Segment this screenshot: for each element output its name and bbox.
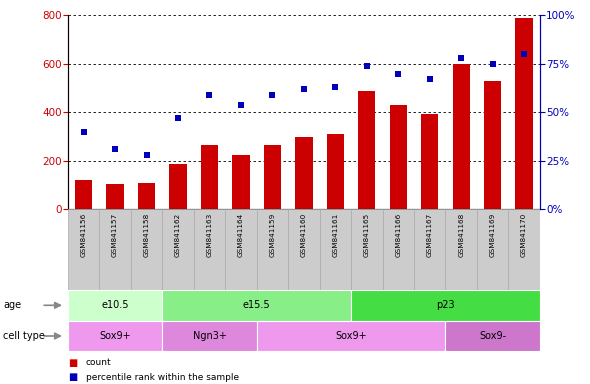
Bar: [351, 290, 540, 321]
Text: Sox9-: Sox9-: [479, 331, 506, 341]
Text: GSM841163: GSM841163: [206, 212, 212, 257]
Point: [394, 71, 403, 77]
Point: [362, 63, 372, 69]
Text: GSM841160: GSM841160: [301, 212, 307, 257]
Point: [457, 55, 466, 61]
Bar: [225, 209, 257, 290]
Bar: [516, 18, 533, 209]
Bar: [445, 209, 477, 290]
Bar: [169, 164, 186, 209]
Text: ■: ■: [68, 358, 77, 368]
Bar: [358, 91, 375, 209]
Bar: [162, 209, 194, 290]
Text: GSM841159: GSM841159: [270, 212, 276, 257]
Bar: [162, 290, 351, 321]
Point: [268, 92, 277, 98]
Text: age: age: [3, 300, 21, 310]
Text: GSM841158: GSM841158: [143, 212, 149, 257]
Bar: [138, 183, 155, 209]
Bar: [484, 81, 502, 209]
Bar: [162, 321, 257, 351]
Bar: [414, 209, 445, 290]
Bar: [106, 184, 124, 209]
Point: [425, 76, 434, 83]
Text: cell type: cell type: [3, 331, 45, 341]
Text: GSM841162: GSM841162: [175, 212, 181, 257]
Text: GSM841169: GSM841169: [490, 212, 496, 257]
Bar: [320, 209, 351, 290]
Text: Ngn3+: Ngn3+: [192, 331, 227, 341]
Bar: [445, 321, 540, 351]
Bar: [477, 209, 509, 290]
Bar: [509, 209, 540, 290]
Bar: [382, 209, 414, 290]
Bar: [99, 209, 131, 290]
Bar: [68, 321, 162, 351]
Text: ■: ■: [68, 372, 77, 382]
Text: GSM841167: GSM841167: [427, 212, 432, 257]
Text: percentile rank within the sample: percentile rank within the sample: [86, 372, 239, 382]
Point: [299, 86, 309, 92]
Point: [236, 101, 245, 108]
Point: [173, 115, 183, 121]
Bar: [131, 209, 162, 290]
Bar: [68, 209, 99, 290]
Point: [330, 84, 340, 90]
Text: GSM841165: GSM841165: [364, 212, 370, 257]
Bar: [232, 155, 250, 209]
Text: Sox9+: Sox9+: [99, 331, 131, 341]
Bar: [351, 209, 382, 290]
Bar: [389, 105, 407, 209]
Text: GSM841156: GSM841156: [81, 212, 87, 257]
Text: GSM841166: GSM841166: [395, 212, 401, 257]
Text: GSM841170: GSM841170: [521, 212, 527, 257]
Text: count: count: [86, 358, 111, 367]
Text: Sox9+: Sox9+: [335, 331, 367, 341]
Text: GSM841164: GSM841164: [238, 212, 244, 257]
Bar: [295, 137, 313, 209]
Bar: [201, 145, 218, 209]
Bar: [327, 134, 344, 209]
Text: e15.5: e15.5: [243, 300, 270, 310]
Text: e10.5: e10.5: [101, 300, 129, 310]
Point: [205, 92, 214, 98]
Point: [519, 51, 529, 57]
Bar: [68, 290, 162, 321]
Bar: [264, 145, 281, 209]
Text: GSM841168: GSM841168: [458, 212, 464, 257]
Point: [488, 61, 497, 67]
Bar: [421, 114, 438, 209]
Point: [142, 152, 151, 158]
Bar: [257, 209, 288, 290]
Point: [110, 146, 120, 152]
Bar: [453, 64, 470, 209]
Bar: [288, 209, 320, 290]
Text: p23: p23: [436, 300, 455, 310]
Point: [79, 129, 88, 135]
Bar: [194, 209, 225, 290]
Bar: [257, 321, 445, 351]
Text: GSM841161: GSM841161: [332, 212, 338, 257]
Text: GSM841157: GSM841157: [112, 212, 118, 257]
Bar: [75, 180, 92, 209]
